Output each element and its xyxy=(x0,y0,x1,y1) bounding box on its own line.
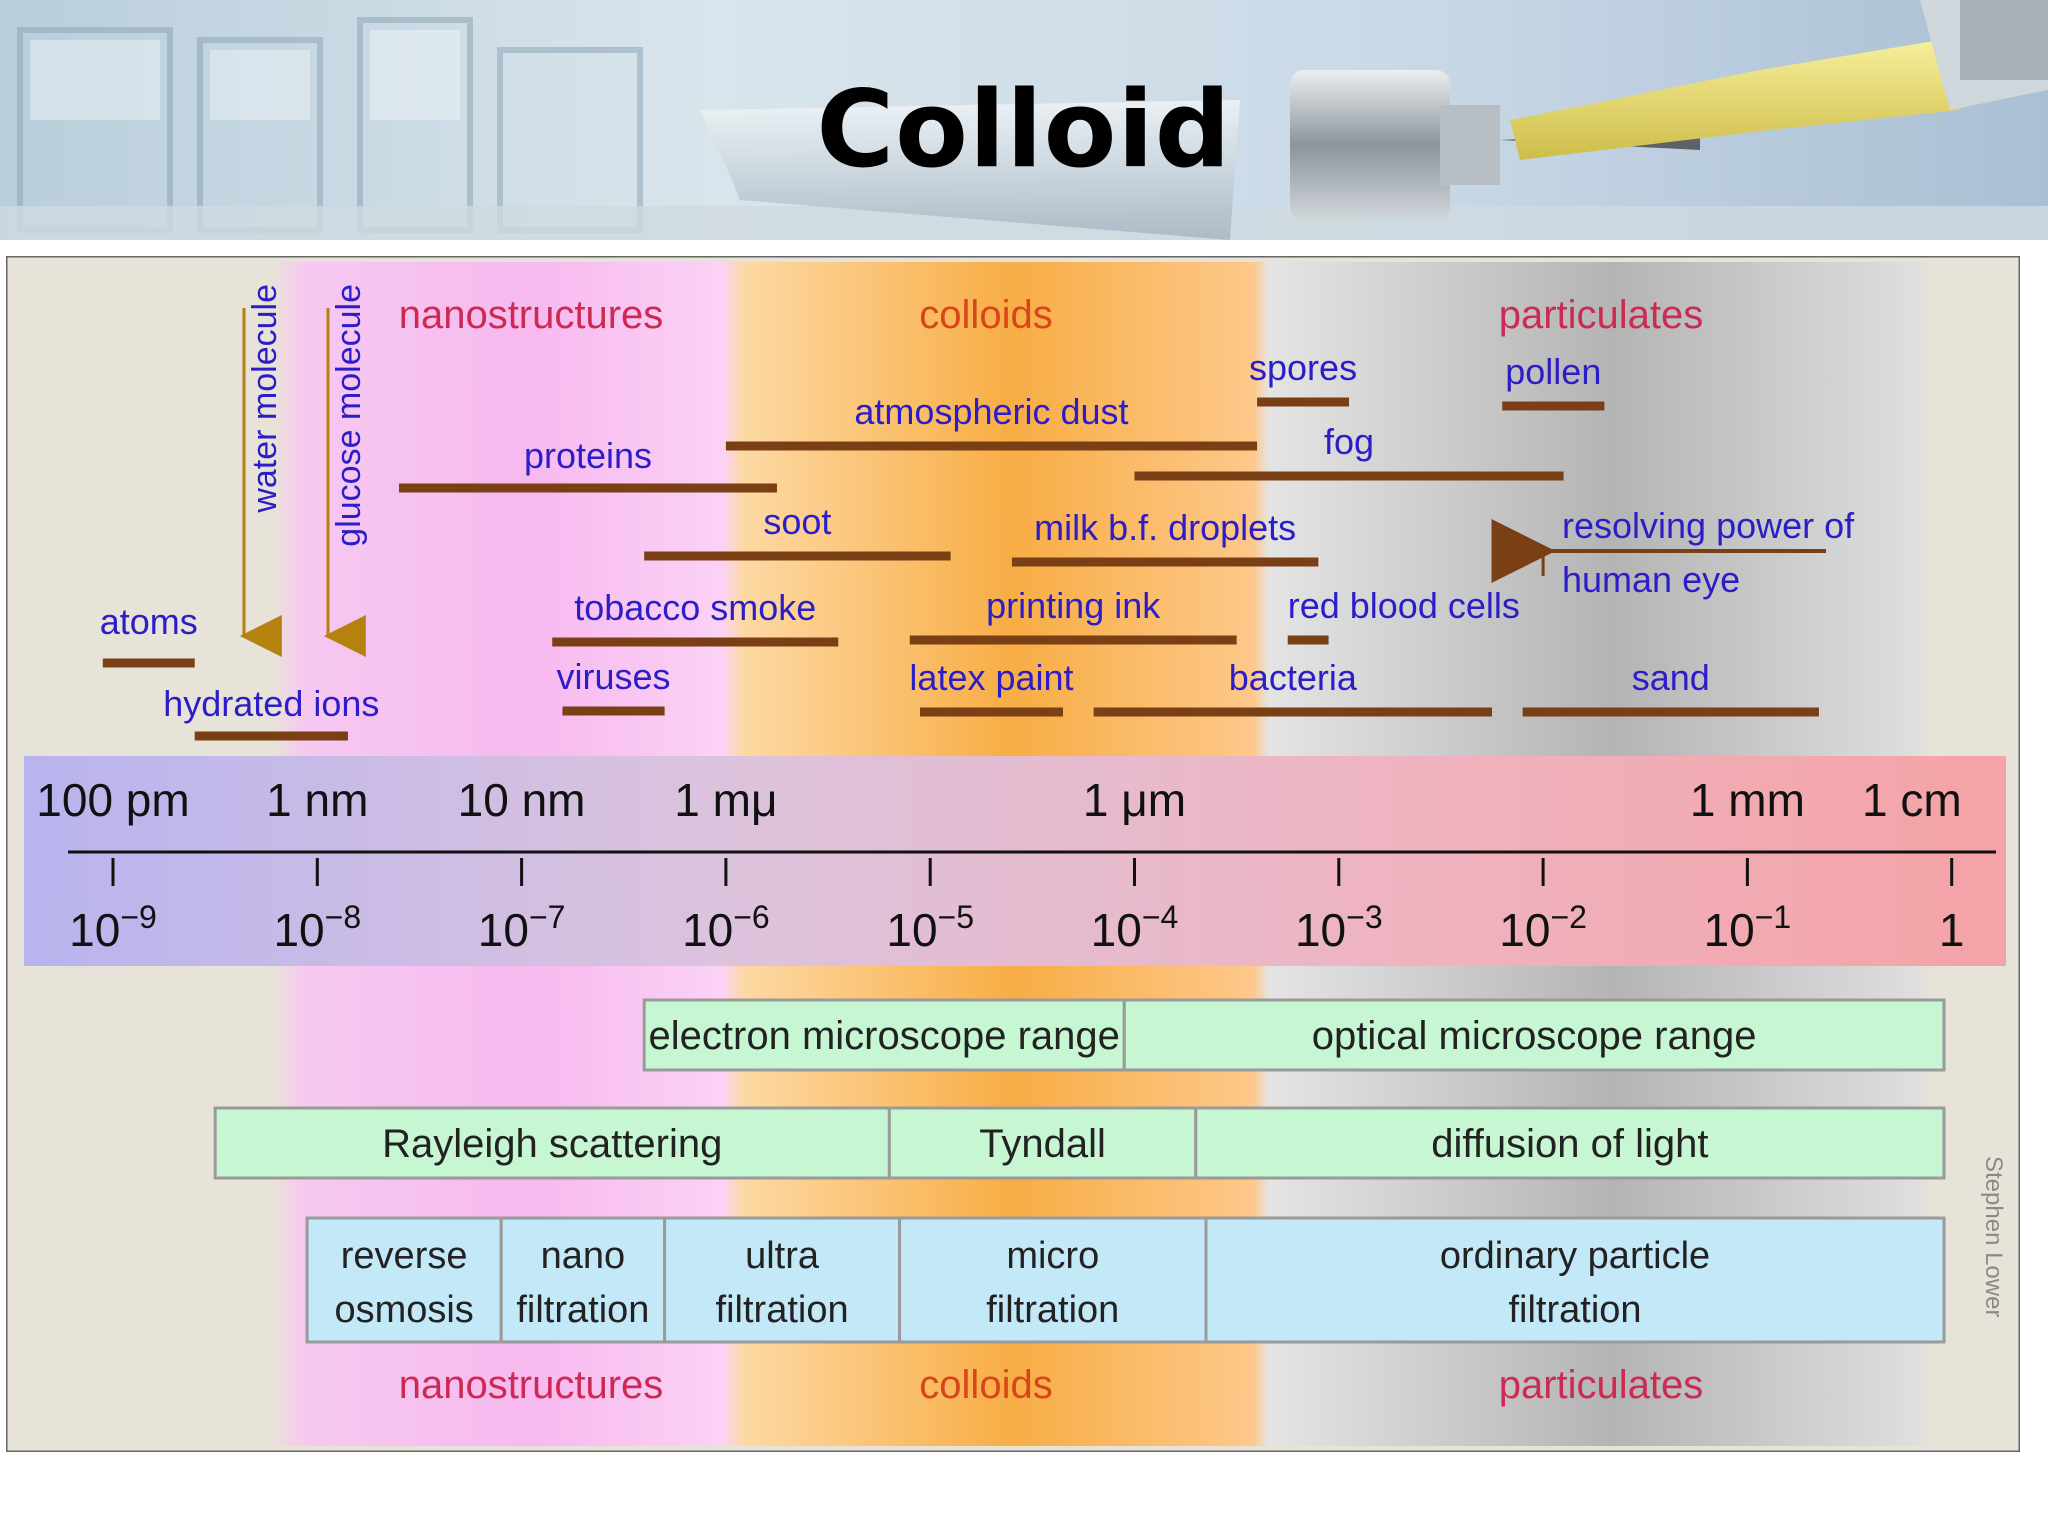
pollen-label: pollen xyxy=(1505,351,1601,392)
tyndall-label: Tyndall xyxy=(979,1122,1106,1166)
scale-name-10-nm: 10 nm xyxy=(458,774,586,826)
water-molecule-label: water molecule xyxy=(246,284,284,514)
viruses-label: viruses xyxy=(557,656,671,697)
region-label-bottom-colloids: colloids xyxy=(919,1363,1052,1407)
electron-microscope-range-label: electron microscope range xyxy=(649,1014,1120,1058)
red-blood-cells-label: red blood cells xyxy=(1288,585,1520,626)
size-scale-diagram: nanostructures colloids particulates nanost… xyxy=(6,256,2020,1452)
scale-name-1-m: 1 mμ xyxy=(674,774,777,826)
optical-microscope-range-band xyxy=(1122,998,1946,1072)
scale-tick-label: 10−2 xyxy=(1499,899,1587,956)
region-label-top-particulates: particulates xyxy=(1499,293,1704,337)
spores-label: spores xyxy=(1249,347,1357,388)
credit-label: Stephen Lower xyxy=(1980,1156,2007,1317)
scale-name-1-cm: 1 cm xyxy=(1862,774,1962,826)
rayleigh-scattering-label: Rayleigh scattering xyxy=(382,1122,722,1166)
scale-strip xyxy=(24,756,2006,966)
region-label-top-nanostructures: nanostructures xyxy=(399,293,664,337)
micro-filtration-band xyxy=(898,1216,1208,1344)
nano-filtration-label: filtration xyxy=(516,1289,649,1331)
atmospheric-dust-label: atmospheric dust xyxy=(854,391,1128,432)
ordinary-particle-filtration-label: filtration xyxy=(1508,1289,1641,1331)
micro-filtration-label: micro xyxy=(1006,1235,1099,1277)
milk-b-f-droplets-label: milk b.f. droplets xyxy=(1034,507,1296,548)
ultra-filtration-band xyxy=(663,1216,902,1344)
scale-name-100-pm: 100 pm xyxy=(36,774,189,826)
nano-filtration-band xyxy=(499,1216,667,1344)
atoms-label: atoms xyxy=(100,601,198,642)
optical-microscope-range-label: optical microscope range xyxy=(1312,1014,1757,1058)
scale-tick-label: 10−5 xyxy=(886,899,974,956)
resolving-power-label: human eye xyxy=(1562,559,1740,600)
reverse-osmosis-label: reverse xyxy=(341,1235,468,1277)
scale-tick-label: 1 xyxy=(1939,904,1965,956)
tyndall-band xyxy=(887,1106,1198,1180)
header-banner xyxy=(0,0,2048,240)
scale-tick-label: 10−1 xyxy=(1704,899,1792,956)
page-title: Colloid xyxy=(816,68,1232,191)
lab-photo-banner xyxy=(0,0,2048,240)
sand-label: sand xyxy=(1632,657,1710,698)
soot-label: soot xyxy=(763,501,831,542)
region-label-bottom-nanostructures: nanostructures xyxy=(399,1363,664,1407)
ultra-filtration-label: filtration xyxy=(716,1289,849,1331)
hydrated-ions-label: hydrated ions xyxy=(163,683,379,724)
rayleigh-scattering-band xyxy=(213,1106,891,1180)
scale-tick-label: 10−3 xyxy=(1295,899,1383,956)
ultra-filtration-label: ultra xyxy=(745,1235,820,1277)
region-label-bottom-particulates: particulates xyxy=(1499,1363,1704,1407)
ordinary-particle-filtration-label: ordinary particle xyxy=(1440,1235,1710,1277)
micro-filtration-label: filtration xyxy=(986,1289,1119,1331)
scale-tick-label: 10−4 xyxy=(1091,899,1179,956)
proteins-label: proteins xyxy=(524,435,652,476)
diffusion-of-light-band xyxy=(1194,1106,1946,1180)
tobacco-smoke-label: tobacco smoke xyxy=(574,587,816,628)
nano-filtration-label: nano xyxy=(541,1235,626,1277)
scale-tick-label: 10−6 xyxy=(682,899,770,956)
scale-name-1-mm: 1 mm xyxy=(1690,774,1805,826)
latex-paint-label: latex paint xyxy=(909,657,1073,698)
scale-name-1-nm: 1 nm xyxy=(266,774,368,826)
fog-label: fog xyxy=(1324,421,1374,462)
scale-tick-label: 10−7 xyxy=(478,899,566,956)
bacteria-label: bacteria xyxy=(1229,657,1358,698)
ordinary-particle-filtration-band xyxy=(1204,1216,1946,1344)
diffusion-of-light-label: diffusion of light xyxy=(1431,1122,1708,1166)
printing-ink-label: printing ink xyxy=(986,585,1161,626)
scale-name-1-m: 1 μm xyxy=(1083,774,1186,826)
scale-tick-label: 10−8 xyxy=(273,899,361,956)
electron-microscope-range-band xyxy=(642,998,1126,1072)
reverse-osmosis-label: osmosis xyxy=(334,1289,473,1331)
region-label-top-colloids: colloids xyxy=(919,293,1052,337)
resolving-power-label: resolving power of xyxy=(1562,505,1855,546)
glucose-molecule-label: glucose molecule xyxy=(330,284,368,547)
scale-tick-label: 10−9 xyxy=(69,899,157,956)
